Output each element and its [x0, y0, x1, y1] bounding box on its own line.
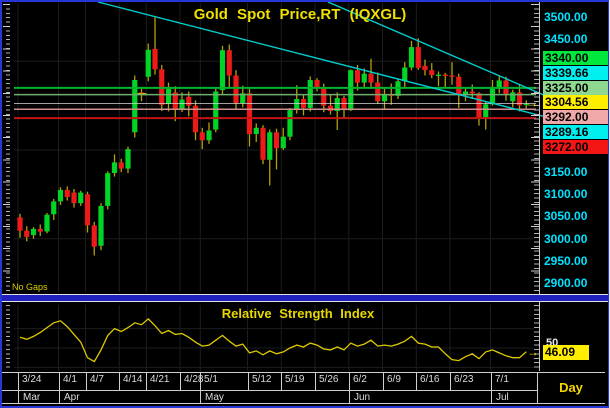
xaxis-bottom-line: [0, 403, 605, 404]
period-label[interactable]: Day: [559, 380, 583, 395]
rsi-current-arrow-icon: →: [527, 345, 539, 359]
month-label: May: [205, 392, 224, 403]
price-tick-label: 3150.00: [544, 165, 588, 179]
date-tick-label: 4/14: [123, 374, 143, 385]
date-tick-separator: [86, 372, 87, 390]
date-tick-separator: [119, 372, 120, 390]
date-tick-label: 5/19: [285, 374, 305, 385]
chart-title: Gold Spot Price,RT (IQXGL): [193, 6, 407, 23]
date-tick-label: 6/23: [454, 374, 474, 385]
date-tick-label: 5/1: [204, 374, 218, 385]
month-separator: [491, 390, 492, 403]
no-gaps-label: No Gaps: [12, 282, 48, 292]
price-tick-label: 2900.00: [544, 276, 588, 290]
date-tick-label: 4/28: [184, 374, 204, 385]
price-badge: 3339.66: [543, 65, 608, 80]
date-tick-separator: [315, 372, 316, 390]
price-badge: 3292.00: [543, 110, 608, 125]
date-tick-label: 6/9: [387, 374, 401, 385]
date-tick-separator: [200, 372, 201, 390]
price-badge: 3340.00: [543, 51, 608, 65]
price-badge: 3304.56: [543, 95, 608, 110]
current-price-arrow-icon: →: [526, 96, 538, 110]
price-tick-label: 3050.00: [544, 209, 588, 223]
date-tick-separator: [248, 372, 249, 390]
price-chart-canvas[interactable]: [0, 0, 610, 293]
panel-separator-line2: [0, 301, 610, 302]
month-separator: [200, 390, 201, 403]
price-tick-label: 3000.00: [544, 232, 588, 246]
day-cell-separator: [537, 372, 538, 403]
date-tick-separator: [383, 372, 384, 390]
right-price-ruler-major[interactable]: [531, 4, 539, 292]
date-tick-separator: [59, 372, 60, 390]
price-badge: 3272.00: [543, 139, 608, 154]
month-label: Jul: [496, 392, 509, 403]
month-separator: [59, 390, 60, 403]
month-label: Mar: [23, 392, 41, 403]
date-tick-label: 3/24: [22, 374, 42, 385]
date-tick-label: 5/12: [252, 374, 272, 385]
date-tick-label: 5/26: [319, 374, 339, 385]
date-tick-label: 4/1: [63, 374, 77, 385]
date-tick-separator: [180, 372, 181, 390]
rsi-chart-canvas[interactable]: [0, 303, 610, 371]
date-tick-label: 6/2: [353, 374, 367, 385]
date-tick-separator: [416, 372, 417, 390]
month-separator: [18, 390, 19, 403]
xaxis-mid-line: [0, 390, 537, 391]
panel-separator-bar[interactable]: [0, 295, 610, 301]
rsi-right-ruler: [534, 305, 539, 369]
rsi-title: Relative Strength Index: [221, 306, 375, 321]
date-tick-label: 7/1: [495, 374, 509, 385]
date-tick-separator: [349, 372, 350, 390]
left-price-ruler-major: [3, 4, 10, 292]
xaxis-top-line: [0, 372, 605, 373]
date-tick-separator: [146, 372, 147, 390]
price-badge: 3325.00: [543, 80, 608, 95]
date-tick-separator: [18, 372, 19, 390]
date-tick-label: 4/7: [90, 374, 104, 385]
panel-separator-line: [0, 294, 610, 295]
month-separator: [349, 390, 350, 403]
month-label: Apr: [64, 392, 80, 403]
date-tick-separator: [491, 372, 492, 390]
price-axis-line: [539, 2, 540, 371]
price-tick-label: 3450.00: [544, 32, 588, 46]
date-tick-label: 6/16: [420, 374, 440, 385]
price-tick-label: 3100.00: [544, 187, 588, 201]
date-tick-label: 4/21: [150, 374, 170, 385]
price-tick-label: 2950.00: [544, 254, 588, 268]
price-badge: 3289.16: [543, 125, 608, 139]
month-label: Jun: [354, 392, 371, 403]
rsi-value-badge: 46.09: [543, 345, 589, 360]
price-tick-label: 3500.00: [544, 10, 588, 24]
date-tick-separator: [450, 372, 451, 390]
rsi-left-ruler: [6, 305, 10, 369]
date-tick-separator: [281, 372, 282, 390]
